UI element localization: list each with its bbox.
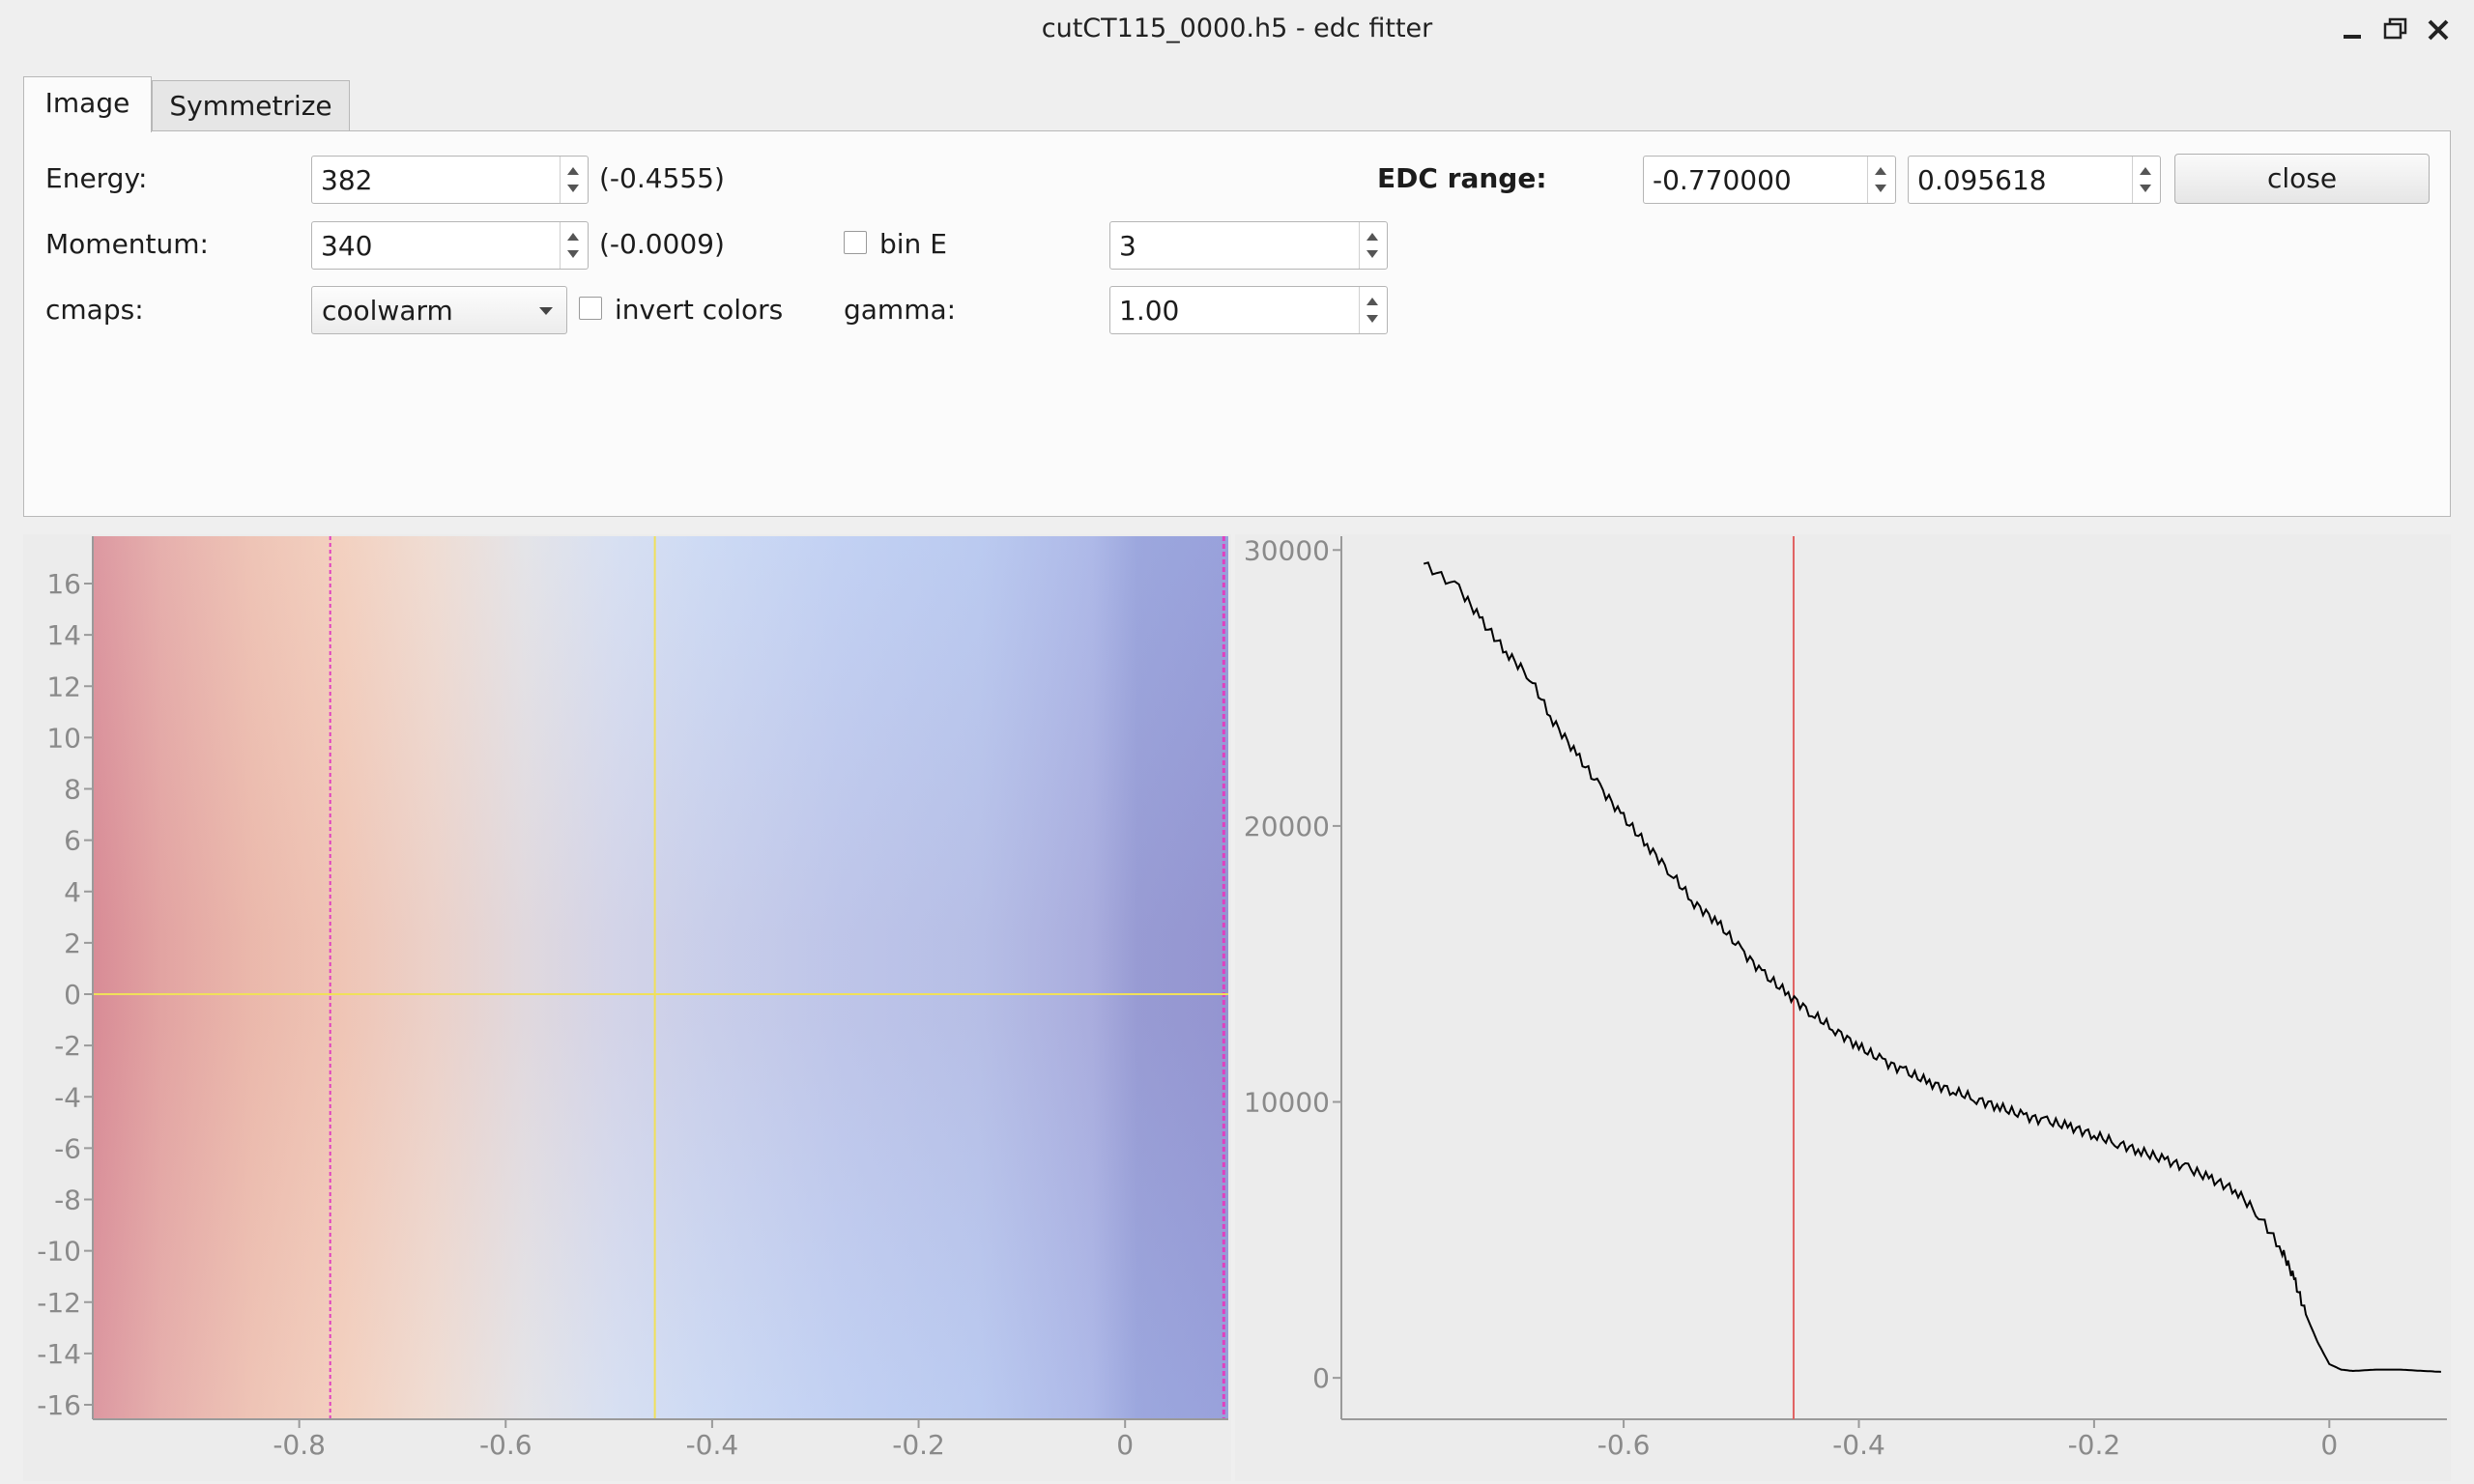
invert-colors-checkbox[interactable] — [579, 297, 602, 320]
bin-e-value: 3 — [1119, 230, 1136, 262]
edc-y-tick-label: 20000 — [1244, 811, 1330, 842]
cmaps-label: cmaps: — [45, 294, 144, 326]
energy-readout: (-0.4555) — [599, 162, 725, 194]
edc-range-min-spinbox[interactable]: -0.770000 — [1643, 156, 1896, 204]
bin-e-spinbox[interactable]: 3 — [1109, 221, 1388, 270]
bin-e-label: bin E — [879, 228, 947, 260]
edc-x-tick-label: -0.2 — [2068, 1429, 2121, 1461]
momentum-spinbox[interactable]: 340 — [311, 221, 589, 270]
minimize-icon[interactable] — [2337, 14, 2370, 46]
controls-panel: Energy: 382 (-0.4555) EDC range: -0.7700… — [23, 130, 2451, 517]
close-icon[interactable] — [2422, 14, 2455, 46]
chevron-down-icon — [539, 307, 553, 315]
bin-e-checkbox[interactable] — [844, 231, 867, 254]
invert-colors-label: invert colors — [615, 294, 784, 326]
intensity-map[interactable] — [93, 536, 1228, 1419]
momentum-stepper-icon[interactable] — [560, 222, 588, 269]
edc-x-tick-label: -0.6 — [1597, 1429, 1651, 1461]
edc-range-label: EDC range: — [1377, 162, 1547, 194]
gamma-label: gamma: — [844, 294, 957, 326]
bin-e-stepper-icon[interactable] — [1359, 222, 1387, 269]
gamma-value: 1.00 — [1119, 295, 1180, 327]
edc-x-tick-label: -0.4 — [1832, 1429, 1885, 1461]
momentum-value: 340 — [321, 230, 373, 262]
edc-range-max-spinbox[interactable]: 0.095618 — [1908, 156, 2161, 204]
edc-y-tick-label: 10000 — [1244, 1087, 1330, 1119]
cmaps-dropdown[interactable]: coolwarm — [311, 286, 567, 334]
edc-y-tick-label: 30000 — [1244, 534, 1330, 566]
cmaps-value: coolwarm — [322, 295, 453, 327]
energy-value: 382 — [321, 164, 373, 196]
edc-y-tick-label: 0 — [1312, 1362, 1330, 1394]
edc-range-max-value: 0.095618 — [1917, 164, 2047, 196]
energy-stepper-icon[interactable] — [560, 157, 588, 203]
window-title: cutCT115_0000.h5 - edc fitter — [1041, 14, 1433, 43]
momentum-label: Momentum: — [45, 228, 209, 260]
edc-series-line — [1423, 561, 2441, 1373]
edc-range-min-value: -0.770000 — [1653, 164, 1792, 196]
edc-x-tick-label: 0 — [2320, 1429, 2338, 1461]
momentum-readout: (-0.0009) — [599, 228, 725, 260]
edc-plot-area — [1235, 534, 2451, 1481]
tab-image[interactable]: Image — [23, 76, 152, 132]
tab-symmetrize[interactable]: Symmetrize — [152, 80, 350, 130]
gamma-stepper-icon[interactable] — [1359, 287, 1387, 333]
edc-max-stepper-icon[interactable] — [2132, 157, 2160, 203]
gamma-spinbox[interactable]: 1.00 — [1109, 286, 1388, 334]
edc-min-stepper-icon[interactable] — [1867, 157, 1895, 203]
energy-spinbox[interactable]: 382 — [311, 156, 589, 204]
restore-icon[interactable] — [2379, 14, 2412, 46]
energy-label: Energy: — [45, 162, 148, 194]
close-button[interactable]: close — [2174, 154, 2430, 204]
title-bar: cutCT115_0000.h5 - edc fitter — [0, 0, 2474, 60]
